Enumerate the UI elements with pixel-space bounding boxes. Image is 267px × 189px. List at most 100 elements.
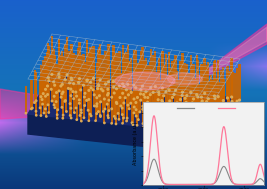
Circle shape bbox=[222, 99, 225, 102]
Circle shape bbox=[121, 82, 124, 86]
Circle shape bbox=[127, 93, 130, 96]
Circle shape bbox=[69, 102, 72, 105]
Circle shape bbox=[226, 96, 229, 100]
Circle shape bbox=[214, 108, 218, 112]
Circle shape bbox=[200, 122, 203, 124]
Circle shape bbox=[191, 112, 194, 115]
Bar bbox=[227, 82, 230, 111]
Bar bbox=[46, 65, 49, 94]
Bar bbox=[158, 63, 160, 94]
Circle shape bbox=[110, 96, 113, 99]
Bar bbox=[96, 88, 98, 114]
Bar bbox=[121, 45, 124, 84]
Circle shape bbox=[160, 99, 163, 102]
Bar bbox=[72, 56, 74, 92]
Circle shape bbox=[69, 107, 72, 110]
Circle shape bbox=[153, 109, 156, 112]
Circle shape bbox=[217, 105, 220, 108]
Bar bbox=[195, 55, 198, 95]
Circle shape bbox=[154, 85, 157, 88]
Circle shape bbox=[134, 86, 137, 89]
Circle shape bbox=[46, 103, 49, 106]
Bar bbox=[156, 72, 159, 106]
Circle shape bbox=[132, 98, 136, 101]
Circle shape bbox=[142, 122, 144, 125]
Bar bbox=[58, 58, 60, 91]
Bar bbox=[176, 75, 178, 105]
Bar bbox=[191, 77, 193, 110]
Bar bbox=[221, 89, 223, 120]
Bar bbox=[136, 95, 138, 125]
Bar bbox=[220, 89, 222, 123]
Bar bbox=[148, 81, 150, 111]
Circle shape bbox=[60, 96, 63, 99]
Circle shape bbox=[73, 111, 76, 114]
Bar bbox=[176, 71, 178, 103]
Circle shape bbox=[70, 78, 73, 81]
Bar bbox=[221, 84, 223, 114]
Circle shape bbox=[85, 79, 89, 82]
Bar bbox=[78, 43, 81, 79]
Circle shape bbox=[165, 107, 168, 110]
Circle shape bbox=[57, 89, 61, 92]
Bar bbox=[82, 53, 85, 85]
Circle shape bbox=[92, 88, 95, 91]
Bar bbox=[161, 84, 163, 112]
Circle shape bbox=[158, 93, 160, 96]
Bar bbox=[156, 87, 158, 118]
Circle shape bbox=[210, 104, 213, 107]
Bar bbox=[100, 90, 101, 117]
Bar bbox=[108, 78, 110, 111]
Circle shape bbox=[190, 117, 193, 120]
Bar bbox=[50, 55, 52, 89]
Bar bbox=[217, 92, 219, 120]
Bar bbox=[53, 63, 55, 96]
Bar bbox=[169, 73, 171, 103]
Bar bbox=[151, 71, 153, 104]
Circle shape bbox=[61, 106, 63, 109]
Circle shape bbox=[107, 80, 110, 83]
Circle shape bbox=[204, 103, 207, 106]
Circle shape bbox=[95, 105, 98, 108]
Circle shape bbox=[41, 98, 44, 101]
Bar bbox=[193, 64, 195, 99]
Circle shape bbox=[221, 119, 223, 122]
Circle shape bbox=[75, 118, 78, 121]
Bar bbox=[185, 70, 187, 102]
Circle shape bbox=[112, 80, 115, 83]
Bar bbox=[93, 64, 95, 95]
Bar bbox=[43, 85, 45, 113]
Circle shape bbox=[64, 99, 67, 102]
Circle shape bbox=[203, 127, 206, 130]
Bar bbox=[62, 88, 64, 118]
Circle shape bbox=[44, 95, 47, 98]
Bar bbox=[231, 64, 233, 101]
Circle shape bbox=[222, 116, 225, 119]
Circle shape bbox=[57, 76, 61, 79]
Bar bbox=[130, 58, 132, 92]
Circle shape bbox=[205, 100, 208, 103]
Circle shape bbox=[183, 120, 186, 123]
Circle shape bbox=[136, 124, 139, 127]
Bar bbox=[210, 99, 213, 127]
Circle shape bbox=[74, 107, 77, 109]
Circle shape bbox=[145, 115, 148, 118]
Bar bbox=[150, 49, 152, 88]
Bar bbox=[190, 85, 193, 119]
Circle shape bbox=[83, 104, 86, 107]
Circle shape bbox=[125, 120, 128, 122]
Circle shape bbox=[86, 78, 89, 82]
Bar bbox=[144, 91, 146, 120]
Bar bbox=[98, 60, 100, 96]
Bar bbox=[121, 80, 123, 108]
Circle shape bbox=[144, 118, 147, 121]
Circle shape bbox=[178, 130, 181, 133]
Circle shape bbox=[64, 78, 67, 81]
Circle shape bbox=[87, 119, 90, 122]
Circle shape bbox=[78, 98, 81, 101]
Circle shape bbox=[65, 73, 69, 77]
Bar bbox=[88, 53, 90, 90]
Bar bbox=[215, 94, 217, 124]
Circle shape bbox=[42, 112, 45, 114]
Circle shape bbox=[83, 116, 85, 119]
